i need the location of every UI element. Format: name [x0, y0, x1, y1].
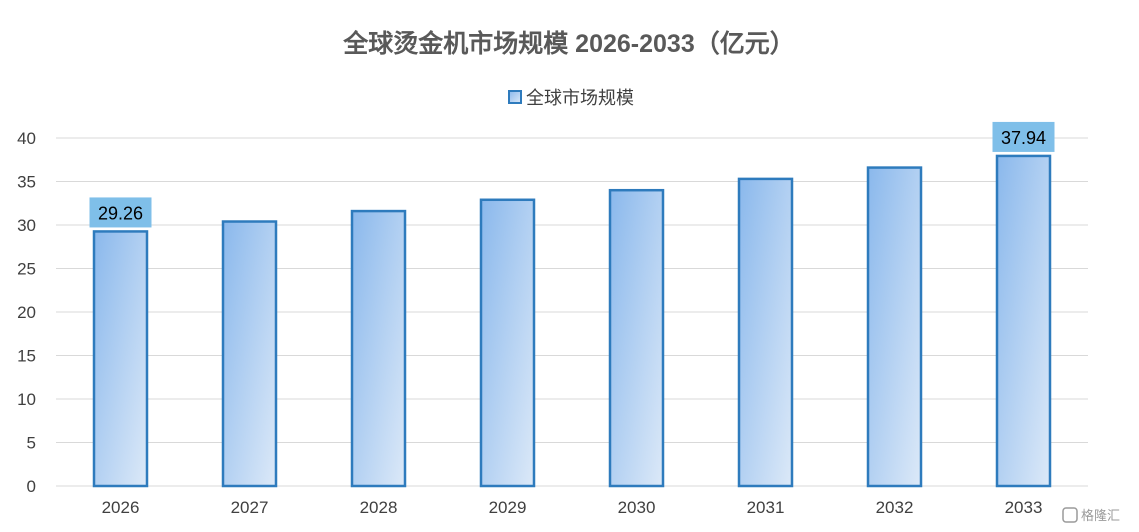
x-tick-label: 2031: [747, 498, 785, 517]
y-tick-label: 0: [27, 477, 36, 496]
y-tick-label: 5: [27, 434, 36, 453]
bar-2032: [866, 166, 923, 488]
data-label-2033: 37.94: [992, 121, 1055, 152]
bar-2027: [221, 220, 278, 488]
data-labels: 29.26 37.94: [89, 121, 1055, 228]
bar-2026: [92, 230, 149, 488]
bar-2028: [350, 209, 407, 488]
watermark: 格隆汇: [1062, 507, 1120, 523]
y-tick-label: 40: [17, 129, 36, 148]
bar-2029: [479, 198, 536, 488]
bars: [92, 154, 1052, 488]
chart-title: 全球烫金机市场规模 2026-2033（亿元）: [342, 29, 795, 58]
y-tick-label: 20: [17, 303, 36, 322]
x-tick-label: 2026: [102, 498, 140, 517]
x-tick-label: 2032: [876, 498, 914, 517]
bar-2031: [737, 177, 794, 488]
y-tick-label: 35: [17, 173, 36, 192]
y-axis: 0 5 10 15 20 25 30 35 40: [17, 129, 36, 496]
watermark-text: 格隆汇: [1081, 508, 1120, 523]
bar-2030: [608, 188, 665, 488]
data-label-2026: 29.26: [89, 197, 152, 228]
data-label-text: 37.94: [1001, 128, 1046, 148]
watermark-logo-icon: [1062, 507, 1078, 523]
legend-swatch: [508, 90, 522, 104]
legend-label: 全球市场规模: [526, 88, 634, 108]
data-label-text: 29.26: [98, 203, 143, 223]
y-tick-label: 25: [17, 260, 36, 279]
y-tick-label: 10: [17, 390, 36, 409]
legend: 全球市场规模: [508, 88, 634, 108]
bar-2033: [995, 154, 1052, 488]
y-tick-label: 30: [17, 216, 36, 235]
x-tick-label: 2029: [489, 498, 527, 517]
data-label-box: [992, 121, 1055, 152]
x-tick-label: 2033: [1005, 498, 1043, 517]
x-tick-label: 2030: [618, 498, 656, 517]
y-tick-label: 15: [17, 347, 36, 366]
data-label-box: [89, 197, 152, 228]
x-tick-label: 2027: [231, 498, 269, 517]
gridlines: [56, 137, 1088, 487]
x-tick-label: 2028: [360, 498, 398, 517]
x-axis: 2026 2027 2028 2029 2030 2031 2032 2033: [102, 498, 1043, 517]
